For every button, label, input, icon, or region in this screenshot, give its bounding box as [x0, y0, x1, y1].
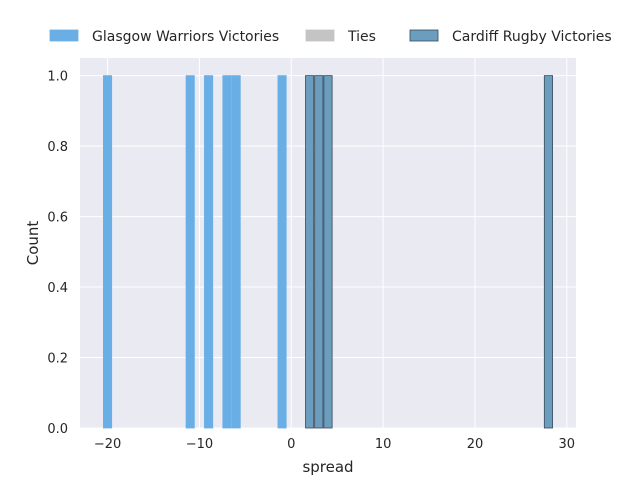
x-tick-label: 0 — [287, 437, 295, 452]
x-tick-label: −20 — [94, 437, 121, 452]
histogram-bar — [103, 75, 113, 429]
legend-item: Ties — [305, 29, 376, 45]
histogram-bar — [323, 75, 333, 429]
histogram-bar — [204, 75, 214, 429]
histogram-bar — [543, 75, 553, 429]
y-tick-label: 0.8 — [47, 140, 68, 155]
y-tick-label: 0.0 — [47, 422, 68, 437]
legend-label: Ties — [347, 29, 376, 45]
histogram-bar — [185, 75, 195, 429]
y-tick-label: 1.0 — [47, 70, 68, 85]
x-axis-label: spread — [302, 458, 353, 476]
histogram-bar — [222, 75, 232, 429]
bars — [103, 75, 553, 429]
x-tick-label: 30 — [559, 437, 576, 452]
legend-swatch — [409, 29, 439, 42]
y-axis-label: Count — [24, 221, 42, 266]
legend-label: Cardiff Rugby Victories — [452, 29, 612, 45]
y-tick-label: 0.4 — [47, 281, 68, 296]
x-tick-label: 20 — [467, 437, 484, 452]
x-tick-label: 10 — [375, 437, 392, 452]
legend-item: Cardiff Rugby Victories — [409, 29, 612, 45]
y-tick-label: 0.6 — [47, 211, 68, 226]
legend-swatch — [305, 29, 335, 42]
histogram-bar — [305, 75, 315, 429]
legend: Glasgow Warriors Victories Ties Cardiff Ru… — [49, 29, 612, 45]
y-tick-label: 0.2 — [47, 352, 68, 367]
legend-label: Glasgow Warriors Victories — [92, 29, 279, 45]
legend-swatch — [49, 29, 79, 42]
tick-labels: −20 −10 0 10 20 30 0.0 0.2 0.4 0.6 0.8 1.0 — [47, 70, 575, 452]
legend-item: Glasgow Warriors Victories — [49, 29, 279, 45]
x-tick-label: −10 — [186, 437, 213, 452]
histogram-bar — [231, 75, 241, 429]
histogram-bar — [277, 75, 287, 429]
histogram-bar — [314, 75, 324, 429]
